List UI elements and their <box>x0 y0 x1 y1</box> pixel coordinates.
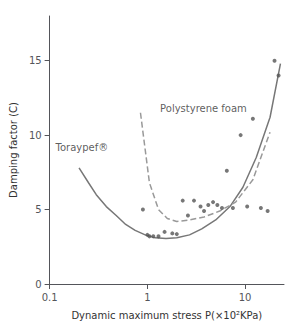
svg-text:10: 10 <box>239 292 252 303</box>
svg-text:10: 10 <box>29 130 42 141</box>
svg-text:Polystyrene foam: Polystyrene foam <box>160 103 247 114</box>
svg-text:0: 0 <box>35 279 41 290</box>
svg-text:15: 15 <box>29 55 42 66</box>
svg-text:5: 5 <box>35 204 41 215</box>
svg-text:1: 1 <box>144 292 150 303</box>
svg-text:Damping factor (C): Damping factor (C) <box>8 102 19 198</box>
svg-text:Toraypef®: Toraypef® <box>55 142 109 153</box>
svg-text:Dynamic maximum stress P(×10²K: Dynamic maximum stress P(×10²KPa) <box>71 310 262 321</box>
svg-text:0.1: 0.1 <box>42 292 58 303</box>
